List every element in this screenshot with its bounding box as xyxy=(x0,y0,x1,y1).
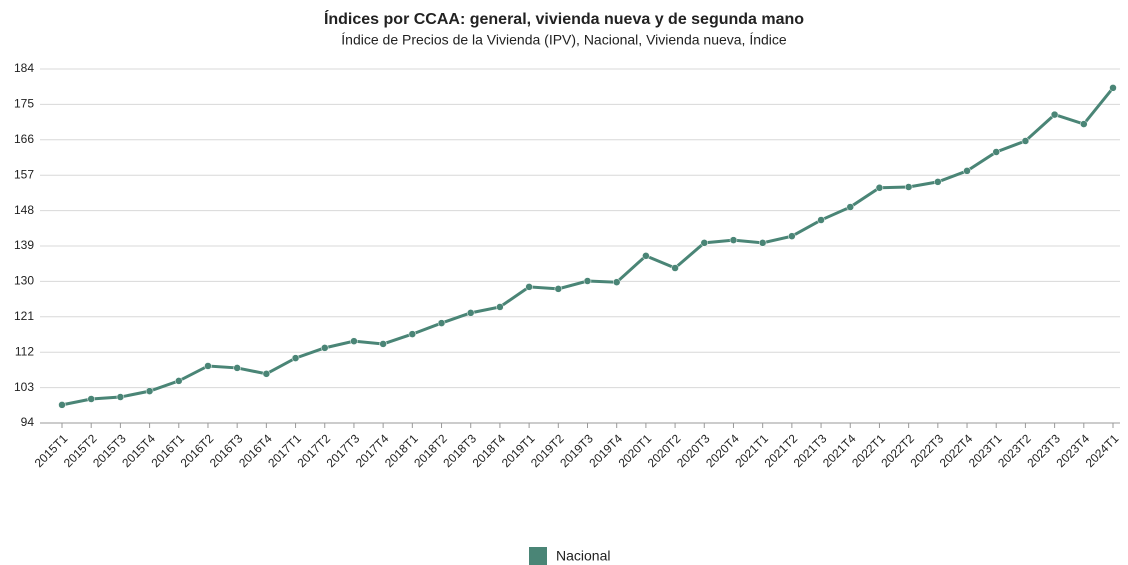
legend-swatch xyxy=(529,547,547,565)
point xyxy=(58,401,66,409)
point xyxy=(934,178,942,186)
y-tick-label: 148 xyxy=(14,203,34,217)
point xyxy=(1109,84,1117,92)
point xyxy=(408,330,417,338)
point xyxy=(671,264,679,272)
point xyxy=(175,377,183,385)
point xyxy=(758,239,767,247)
y-tick-label: 157 xyxy=(14,167,34,181)
point xyxy=(525,283,533,291)
point xyxy=(904,183,913,191)
point xyxy=(437,319,446,327)
point xyxy=(321,344,329,352)
point xyxy=(612,278,621,286)
point xyxy=(1050,110,1059,119)
y-tick-label: 103 xyxy=(14,380,34,394)
point xyxy=(788,232,796,240)
point xyxy=(583,277,592,285)
chart-title: Índices por CCAA: general, vivienda nuev… xyxy=(324,9,804,28)
point xyxy=(350,337,358,345)
legend-label: Nacional xyxy=(556,548,610,564)
point xyxy=(262,370,271,378)
point xyxy=(233,364,241,372)
point xyxy=(1080,120,1088,128)
point xyxy=(963,167,971,175)
point xyxy=(846,203,854,211)
point xyxy=(992,148,1000,156)
y-tick-label: 94 xyxy=(21,415,35,429)
point xyxy=(116,393,125,401)
chart-subtitle: Índice de Precios de la Vivienda (IPV), … xyxy=(341,32,787,48)
point xyxy=(875,184,884,192)
point xyxy=(729,236,738,244)
point xyxy=(145,387,154,395)
point xyxy=(87,395,95,403)
point xyxy=(496,303,504,311)
y-tick-label: 139 xyxy=(14,238,34,252)
x-tick-label: 2024T1 xyxy=(1083,431,1122,470)
point xyxy=(291,354,300,362)
point xyxy=(1021,137,1030,145)
y-tick-label: 112 xyxy=(15,344,34,358)
point xyxy=(204,362,212,370)
point xyxy=(817,216,825,224)
y-tick-label: 184 xyxy=(14,61,34,75)
y-tick-label: 175 xyxy=(14,97,34,111)
point xyxy=(642,252,650,260)
point xyxy=(554,285,563,293)
point xyxy=(379,340,387,348)
point xyxy=(466,309,475,317)
y-tick-label: 130 xyxy=(14,274,34,288)
y-tick-label: 121 xyxy=(14,309,34,323)
point xyxy=(700,239,709,247)
y-tick-label: 166 xyxy=(14,132,34,146)
